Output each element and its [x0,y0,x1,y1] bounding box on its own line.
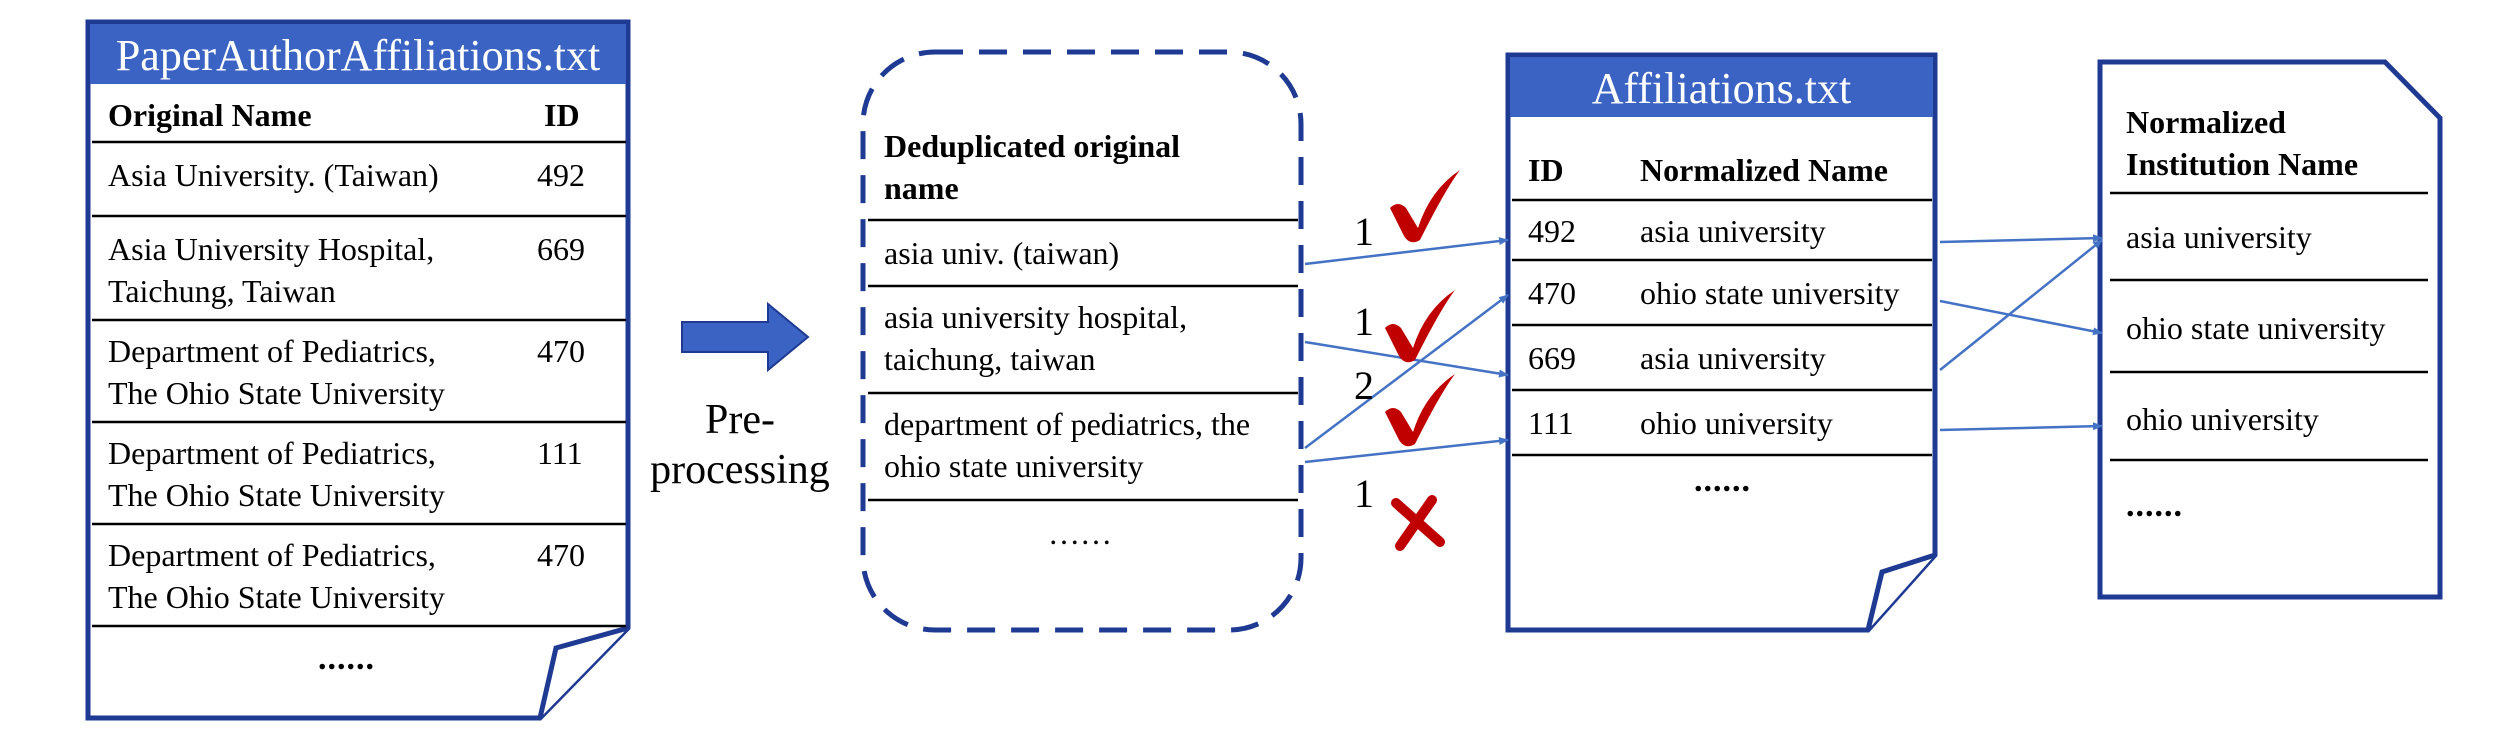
dedup-header-line2: name [884,170,959,206]
dedup-row-3-line1: department of pediatrics, the [884,406,1251,442]
paper-col-id-header: ID [544,97,580,133]
paper-row-4-name-line1: Department of Pediatrics, [108,435,436,471]
paper-col-name-header: Original Name [108,97,312,133]
check-mark-icon [1390,170,1460,243]
affil-row-dividers [1512,198,1932,457]
affil-col-id-header: ID [1528,152,1564,188]
paper-doc-header-fill [90,24,626,84]
normalized-row-1: asia university [2126,219,2312,255]
connector-arrows [1304,234,2103,464]
affil-col-name-header: Normalized Name [1640,152,1888,188]
arrow-492-to-asia [1939,234,2103,244]
paper-row-dividers [92,140,626,628]
paper-row-1-id: 492 [537,157,585,193]
dedup-row-3-line2: ohio state university [884,448,1144,484]
paper-row-2-id: 669 [537,231,585,267]
paper-row-5-name-line1: Department of Pediatrics, [108,537,436,573]
match-count-3: 2 [1354,363,1374,408]
dedup-row-1: asia univ. (taiwan) [884,235,1120,271]
affil-doc-fold [1865,552,1936,631]
affil-row-3-name: asia university [1640,340,1826,376]
affil-row-1-name: asia university [1640,213,1826,249]
dedup-ellipsis: …… [1048,515,1112,551]
dedup-row-dividers [868,218,1298,502]
paper-row-3-id: 470 [537,333,585,369]
affil-ellipsis: ...... [1694,462,1751,499]
paper-row-2-name-line1: Asia University Hospital, [108,231,435,267]
match-count-2: 1 [1354,299,1374,344]
dedup-header-line1: Deduplicated original [884,128,1181,164]
normalized-row-2: ohio state university [2126,310,2386,346]
normalized-doc-outline [2097,59,2443,600]
match-count-4: 1 [1354,471,1374,516]
arrow-669-to-asia [1939,239,2103,371]
check-mark-icon [1385,290,1455,363]
normalized-header-line2: Institution Name [2126,146,2359,182]
affil-row-3-id: 669 [1528,340,1576,376]
paper-row-3-name-line2: The Ohio State University [108,375,445,411]
paper-row-4-id: 111 [537,435,583,471]
affil-row-2-id: 470 [1528,275,1576,311]
normalized-ellipsis: ...... [2126,487,2183,524]
affil-doc-header-fill [1510,57,1933,117]
check-mark-icon [1385,374,1455,447]
affil-row-1-id: 492 [1528,213,1576,249]
affil-row-4-id: 111 [1528,405,1574,441]
affil-table-title: Affiliations.txt [1591,64,1852,113]
paper-row-3-name-line1: Department of Pediatrics, [108,333,436,369]
paper-row-2-name-line2: Taichung, Taiwan [108,273,336,309]
normalized-header-line1: Normalized [2126,104,2286,140]
normalized-row-dividers [2110,191,2428,462]
cross-mark-icon [1391,495,1445,551]
arrow-470-to-ohio-state [1939,299,2103,336]
paper-ellipsis: ...... [318,640,375,677]
affil-row-4-name: ohio university [1640,405,1833,441]
paper-doc-fold [537,625,629,719]
dedup-row-2-line1: asia university hospital, [884,299,1188,335]
arrow-dedup1-to-492 [1304,237,1509,266]
paper-row-5-name-line2: The Ohio State University [108,579,445,615]
preprocessing-label-line2: processing [650,447,830,493]
preprocessing-label-line1: Pre- [705,397,775,443]
arrow-dedup3-to-470 [1304,294,1509,449]
arrow-dedup3-to-111 [1304,436,1509,464]
match-count-1: 1 [1354,209,1374,254]
paper-row-5-id: 470 [537,537,585,573]
normalized-row-3: ohio university [2126,401,2319,437]
dedup-dashed-box [860,49,1304,633]
paper-row-4-name-line2: The Ohio State University [108,477,445,513]
paper-row-1-name: Asia University. (Taiwan) [108,157,439,193]
arrow-111-to-ohio [1939,422,2103,432]
affil-row-2-name: ohio state university [1640,275,1900,311]
preprocessing-arrow [681,301,810,373]
dedup-row-2-line2: taichung, taiwan [884,341,1096,377]
paper-table-title: PaperAuthorAffiliations.txt [115,31,601,80]
